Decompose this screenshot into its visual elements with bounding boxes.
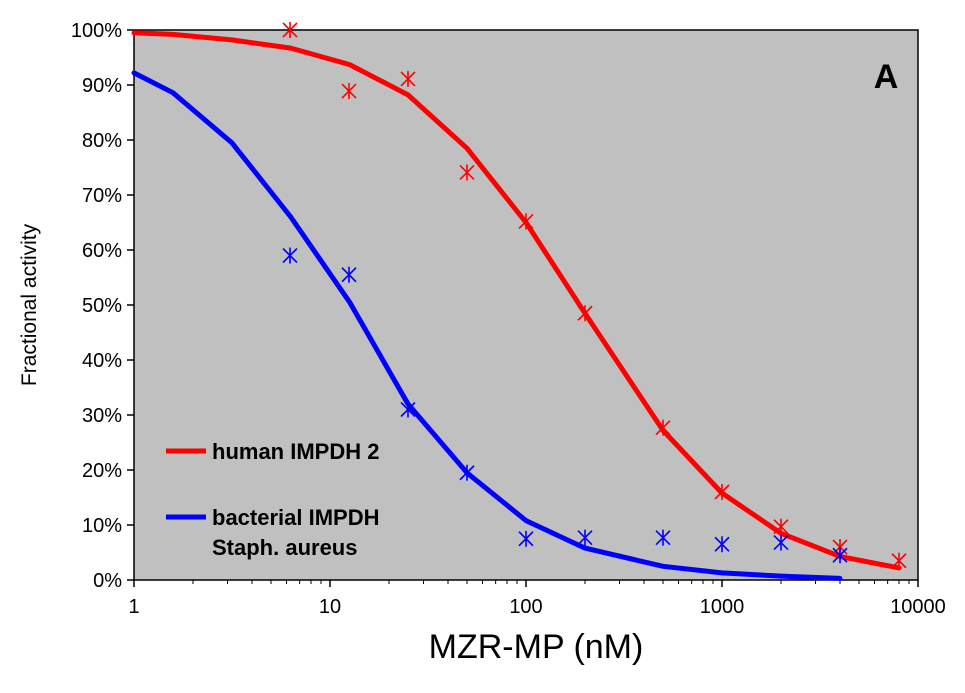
series-1-point	[341, 266, 357, 283]
y-tick-label: 0%	[93, 570, 122, 592]
legend: human IMPDH 2 bacterial IMPDH Staph. aur…	[166, 439, 380, 560]
y-tick-label: 20%	[82, 460, 122, 482]
legend-label-bacterial-line2: Staph. aureus	[212, 535, 357, 560]
series-0-fit-line	[131, 30, 902, 571]
series-0-point	[459, 164, 475, 181]
y-tick-label: 60%	[82, 240, 122, 262]
x-axis-ticks: 1 10 100 1000 10000	[128, 580, 946, 618]
y-tick-label: 90%	[82, 75, 122, 97]
series-1-point	[655, 529, 671, 546]
series-0-point	[518, 213, 534, 230]
plot-area	[133, 29, 919, 581]
series-layer	[131, 22, 907, 581]
y-tick-label: 80%	[82, 130, 122, 152]
y-tick-label: 100%	[71, 20, 122, 42]
x-tick-label: 1000	[700, 596, 745, 618]
x-tick-label: 10000	[890, 596, 946, 618]
series-0-point	[341, 83, 357, 100]
series-1-point	[518, 530, 534, 547]
series-1-point	[773, 534, 789, 551]
x-tick-label: 10	[319, 596, 341, 618]
y-axis-ticks: 0% 10% 20% 30% 40% 50% 60% 70% 80% 90% 100%	[71, 20, 134, 592]
series-1-point	[459, 464, 475, 481]
series-0-point	[282, 22, 298, 38]
y-tick-label: 40%	[82, 350, 122, 372]
series-0-point	[714, 484, 730, 500]
x-tick-label: 1	[128, 596, 139, 618]
series-1-point	[400, 401, 416, 418]
series-1-point	[832, 547, 848, 564]
series-0-point	[655, 419, 671, 436]
chart-annotation: A	[874, 58, 899, 96]
legend-label-bacterial-line1: bacterial IMPDH	[212, 505, 380, 530]
series-0-point	[400, 70, 416, 87]
series-0-point	[773, 518, 789, 535]
x-tick-label: 100	[509, 596, 542, 618]
y-tick-label: 30%	[82, 405, 122, 427]
series-0-point	[577, 305, 593, 322]
series-1-point	[282, 247, 298, 264]
series-1-point	[577, 529, 593, 546]
series-1-point	[714, 536, 730, 553]
legend-label-human: human IMPDH 2	[212, 439, 379, 464]
y-tick-label: 70%	[82, 185, 122, 207]
y-tick-label: 10%	[82, 515, 122, 537]
x-axis-title: MZR-MP (nM)	[429, 628, 644, 666]
y-tick-label: 50%	[82, 295, 122, 317]
y-axis-title: Fractional activity	[18, 223, 41, 386]
series-0-point	[891, 552, 907, 569]
